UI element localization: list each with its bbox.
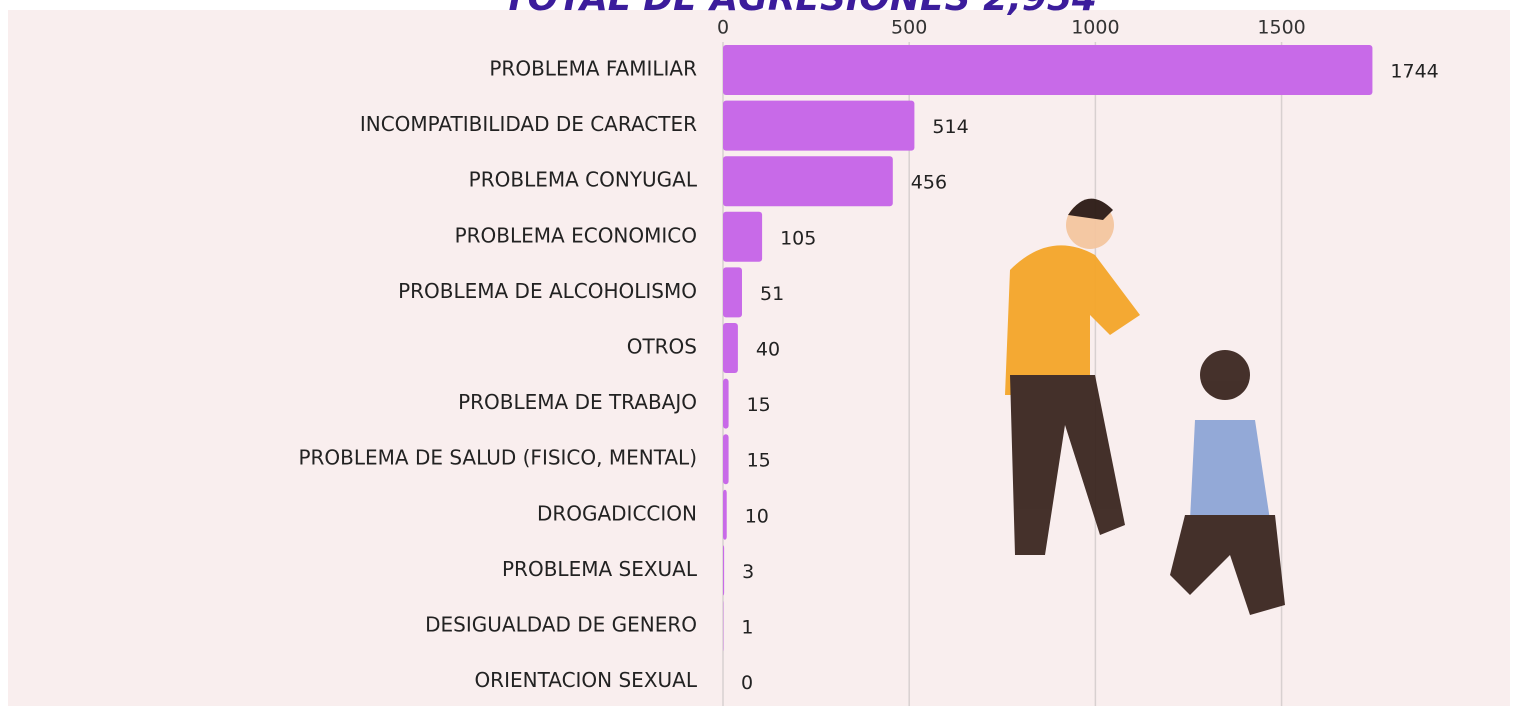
y-tick-label: PROBLEMA DE SALUD (FISICO, MENTAL) bbox=[298, 446, 697, 470]
x-tick-label: 1500 bbox=[1257, 17, 1305, 39]
bar bbox=[723, 45, 1373, 95]
bar bbox=[723, 156, 893, 207]
bar bbox=[723, 378, 729, 429]
y-tick-label: ORIENTACION SEXUAL bbox=[474, 668, 697, 692]
bar bbox=[723, 434, 729, 485]
illustration bbox=[1005, 198, 1285, 615]
value-label: 15 bbox=[747, 394, 771, 416]
bar bbox=[723, 100, 915, 151]
value-label: 514 bbox=[932, 116, 968, 138]
value-label: 456 bbox=[911, 172, 947, 194]
x-tick-label: 1000 bbox=[1071, 17, 1119, 39]
y-tick-label: INCOMPATIBILIDAD DE CARACTER bbox=[360, 112, 697, 136]
chart-title: TOTAL DE AGRESIONES 2,954 bbox=[503, 0, 1097, 19]
y-tick-label: DESIGUALDAD DE GENERO bbox=[425, 613, 697, 637]
y-tick-label: OTROS bbox=[627, 335, 697, 359]
x-tick-label: 500 bbox=[891, 17, 927, 39]
value-label: 1744 bbox=[1390, 61, 1438, 83]
value-label: 10 bbox=[745, 505, 769, 527]
bar bbox=[723, 323, 738, 373]
bar bbox=[723, 489, 727, 540]
y-tick-label: DROGADICCION bbox=[537, 501, 697, 525]
value-label: 3 bbox=[742, 561, 754, 583]
y-tick-label: PROBLEMA FAMILIAR bbox=[489, 57, 697, 81]
bar bbox=[723, 211, 763, 262]
value-label: 40 bbox=[756, 339, 780, 361]
bar bbox=[723, 545, 725, 596]
y-tick-label: PROBLEMA DE TRABAJO bbox=[458, 390, 697, 414]
value-label: 1 bbox=[741, 617, 753, 639]
bar bbox=[723, 267, 742, 318]
y-tick-label: PROBLEMA DE ALCOHOLISMO bbox=[398, 279, 697, 303]
y-tick-label: PROBLEMA CONYUGAL bbox=[469, 168, 698, 192]
value-label: 105 bbox=[780, 227, 816, 249]
y-tick-label: PROBLEMA SEXUAL bbox=[502, 557, 698, 581]
y-tick-label: PROBLEMA ECONOMICO bbox=[455, 223, 697, 247]
value-label: 0 bbox=[741, 672, 753, 694]
x-tick-label: 0 bbox=[717, 17, 729, 39]
value-label: 51 bbox=[760, 283, 784, 305]
value-label: 15 bbox=[747, 450, 771, 472]
